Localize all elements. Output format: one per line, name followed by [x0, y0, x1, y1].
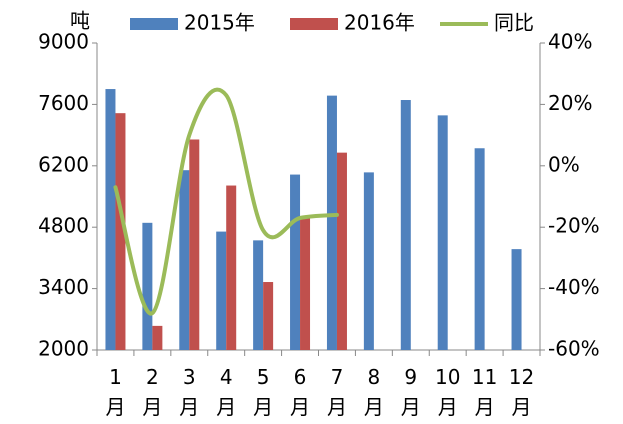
bar [336, 152, 347, 350]
bar [152, 325, 163, 350]
x-tick-label: 2月 [142, 365, 163, 419]
x-tick-label: 8月 [363, 365, 384, 419]
x-tick-label: 11月 [471, 365, 498, 419]
x-tick-label: 6月 [290, 365, 311, 419]
legend-label: 2016年 [344, 11, 415, 35]
x-tick-label: 1月 [105, 365, 126, 419]
bar [263, 282, 274, 350]
y2-tick-label: 0% [548, 152, 580, 176]
bar [179, 170, 190, 350]
bar [105, 89, 116, 351]
y-tick-label: 6200 [38, 152, 89, 176]
line [113, 87, 339, 316]
y2-tick-label: -40% [548, 275, 600, 299]
legend-label: 同比 [494, 11, 534, 35]
x-tick-label: 3月 [179, 365, 200, 419]
y-tick-label: 4800 [38, 214, 89, 238]
bar [115, 113, 126, 351]
x-tick-label: 10月 [434, 365, 461, 419]
y-tick-label: 7600 [38, 91, 89, 115]
bar [142, 222, 153, 350]
x-tick-label: 5月 [253, 365, 274, 419]
y-tick-label: 3400 [38, 275, 89, 299]
y2-tick-label: -60% [548, 337, 600, 361]
legend-swatch [290, 18, 338, 30]
y2-tick-label: 40% [548, 30, 592, 54]
bar [474, 148, 485, 350]
bar [437, 115, 448, 350]
x-tick-label: 9月 [400, 365, 421, 419]
bar [326, 95, 337, 350]
y-tick-label: 2000 [38, 337, 89, 361]
x-tick-label: 12月 [508, 365, 535, 419]
bar [253, 240, 264, 350]
x-tick-label: 4月 [216, 365, 237, 419]
legend-swatch [130, 18, 178, 30]
bar [400, 100, 411, 350]
bar [511, 249, 522, 350]
bar [226, 185, 237, 350]
bar [189, 139, 200, 350]
y2-tick-label: 20% [548, 91, 592, 115]
bar [290, 174, 301, 350]
y-tick-label: 9000 [38, 30, 89, 54]
bar [363, 172, 374, 350]
bar [216, 231, 227, 350]
legend-label: 2015年 [184, 11, 255, 35]
x-tick-label: 7月 [326, 365, 347, 419]
bar [300, 218, 311, 350]
unit-label: 吨 [70, 9, 90, 33]
y2-tick-label: -20% [548, 214, 600, 238]
